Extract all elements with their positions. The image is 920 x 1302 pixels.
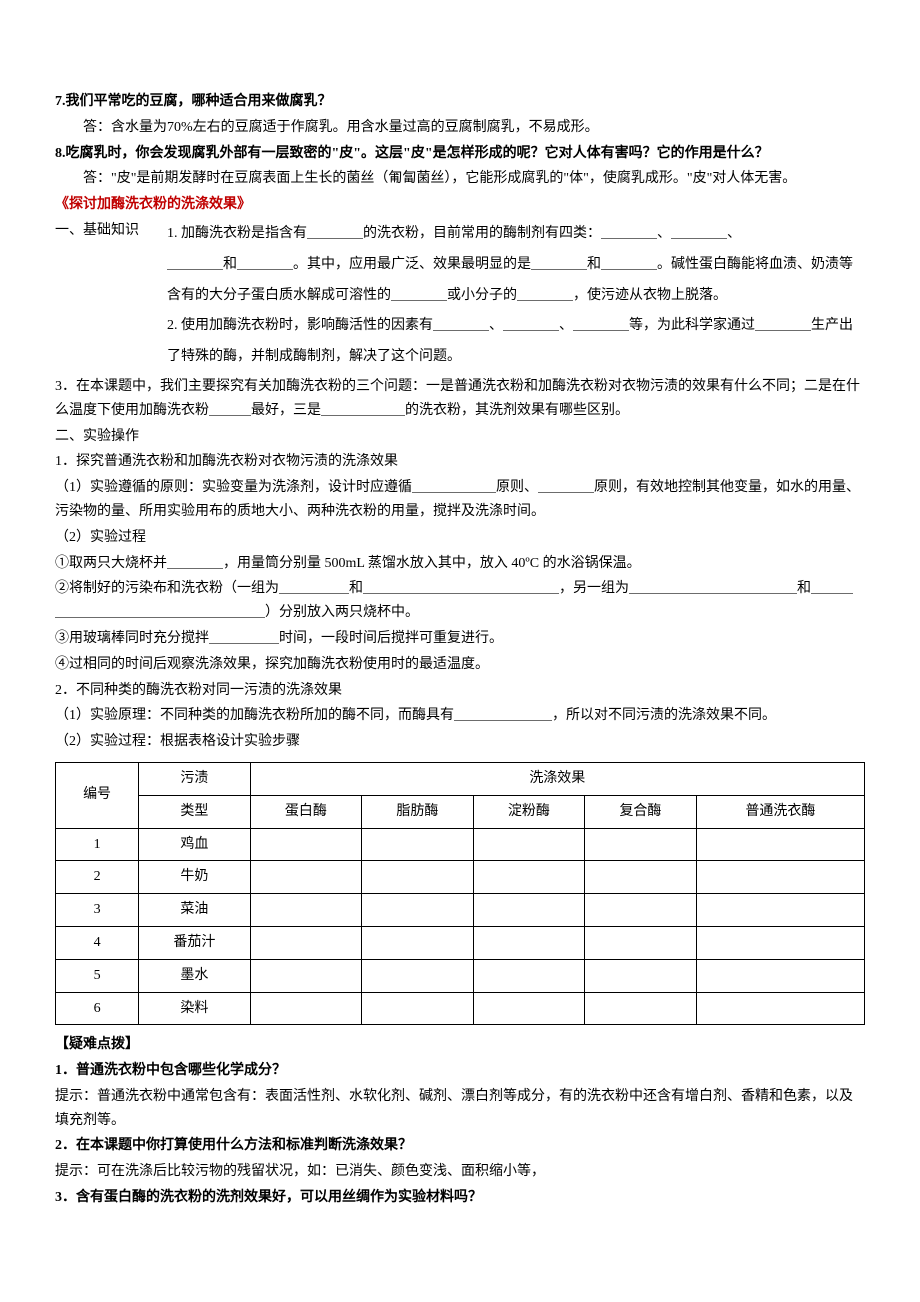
cell-empty: [362, 861, 474, 894]
tips-q2: 2．在本课题中你打算使用什么方法和标准判断洗涤效果？: [55, 1134, 865, 1158]
cell-empty: [585, 861, 697, 894]
tips-a2: 提示：可在洗涤后比较污物的残留状况，如：已消失、颜色变浅、面积缩小等，: [55, 1160, 865, 1184]
s1-p1b: ＿＿＿＿和＿＿＿＿。其中，应用最广泛、效果最明显的是＿＿＿＿和＿＿＿＿。碱性蛋白…: [167, 257, 853, 303]
q8-prompt: 8.吃腐乳时，你会发现腐乳外部有一层致密的"皮"。这层"皮"是怎样形成的呢？它对…: [55, 142, 865, 166]
th-col-0: 蛋白酶: [250, 795, 362, 828]
cell-id: 4: [56, 926, 139, 959]
table-row: 5 墨水: [56, 959, 865, 992]
th-id: 编号: [56, 762, 139, 828]
cell-id: 5: [56, 959, 139, 992]
cell-empty: [250, 959, 362, 992]
cell-empty: [473, 861, 585, 894]
cell-empty: [473, 828, 585, 861]
cell-empty: [362, 828, 474, 861]
s2-t1: 1．探究普通洗衣粉和加酶洗衣粉对衣物污渍的洗涤效果: [55, 450, 865, 474]
cell-empty: [362, 992, 474, 1025]
cell-empty: [250, 861, 362, 894]
cell-empty: [585, 894, 697, 927]
cell-type: 牛奶: [139, 861, 251, 894]
cell-empty: [473, 926, 585, 959]
cell-id: 3: [56, 894, 139, 927]
cell-empty: [473, 992, 585, 1025]
s1-p2: 2. 使用加酶洗衣粉时，影响酶活性的因素有＿＿＿＿、＿＿＿＿、＿＿＿＿等，为此科…: [167, 318, 853, 364]
cell-empty: [696, 828, 864, 861]
tips-q3: 3．含有蛋白酶的洗衣粉的洗剂效果好，可以用丝绸作为实验材料吗？: [55, 1186, 865, 1210]
table-row: 3 菜油: [56, 894, 865, 927]
th-col-3: 复合酶: [585, 795, 697, 828]
section-1: 一、基础知识 1. 加酶洗衣粉是指含有＿＿＿＿的洗衣粉，目前常用的酶制剂有四类：…: [55, 219, 865, 373]
th-col-4: 普通洗衣酶: [696, 795, 864, 828]
cell-id: 1: [56, 828, 139, 861]
s2-p2: （2）实验过程: [55, 526, 865, 550]
cell-type: 鸡血: [139, 828, 251, 861]
cell-empty: [585, 926, 697, 959]
cell-empty: [696, 894, 864, 927]
cell-type: 染料: [139, 992, 251, 1025]
s2-step2: ②将制好的污染布和洗衣粉（一组为＿＿＿＿＿和＿＿＿＿＿＿＿＿＿＿＿＿＿＿，另一组…: [55, 577, 865, 625]
th-stain: 污渍: [139, 762, 251, 795]
table-row: 6 染料: [56, 992, 865, 1025]
cell-type: 墨水: [139, 959, 251, 992]
th-effect: 洗涤效果: [250, 762, 864, 795]
cell-type: 番茄汁: [139, 926, 251, 959]
cell-empty: [362, 894, 474, 927]
th-col-1: 脂肪酶: [362, 795, 474, 828]
cell-id: 2: [56, 861, 139, 894]
q8-answer: 答："皮"是前期发酵时在豆腐表面上生长的菌丝（匍匐菌丝），它能形成腐乳的"体"，…: [55, 167, 865, 191]
cell-empty: [250, 992, 362, 1025]
tips-a1: 提示：普通洗衣粉中通常包含有：表面活性剂、水软化剂、碱剂、漂白剂等成分，有的洗衣…: [55, 1085, 865, 1133]
cell-empty: [585, 959, 697, 992]
s1-p1a: 1. 加酶洗衣粉是指含有＿＿＿＿的洗衣粉，目前常用的酶制剂有四类：＿＿＿＿、＿＿…: [167, 226, 741, 241]
cell-id: 6: [56, 992, 139, 1025]
s2-t2: 2．不同种类的酶洗衣粉对同一污渍的洗涤效果: [55, 679, 865, 703]
cell-empty: [585, 992, 697, 1025]
table-header-row-1: 编号 污渍 洗涤效果: [56, 762, 865, 795]
topic-title: 《探讨加酶洗衣粉的洗涤效果》: [55, 193, 865, 217]
table-row: 1 鸡血: [56, 828, 865, 861]
table-header-row-2: 类型 蛋白酶 脂肪酶 淀粉酶 复合酶 普通洗衣酶: [56, 795, 865, 828]
q7-answer: 答：含水量为70%左右的豆腐适于作腐乳。用含水量过高的豆腐制腐乳，不易成形。: [55, 116, 865, 140]
cell-empty: [250, 828, 362, 861]
tips-head: 【疑难点拨】: [55, 1033, 865, 1057]
cell-empty: [696, 959, 864, 992]
cell-empty: [473, 959, 585, 992]
th-type: 类型: [139, 795, 251, 828]
cell-empty: [362, 926, 474, 959]
s2-p3: （1）实验原理：不同种类的加酶洗衣粉所加的酶不同，而酶具有＿＿＿＿＿＿＿，所以对…: [55, 704, 865, 728]
cell-empty: [696, 861, 864, 894]
cell-empty: [362, 959, 474, 992]
tips-q1: 1．普通洗衣粉中包含哪些化学成分？: [55, 1059, 865, 1083]
cell-empty: [250, 926, 362, 959]
s2-step1: ①取两只大烧杯并＿＿＿＿，用量筒分别量 500mL 蒸馏水放入其中，放入 40º…: [55, 552, 865, 576]
th-col-2: 淀粉酶: [473, 795, 585, 828]
experiment-table: 编号 污渍 洗涤效果 类型 蛋白酶 脂肪酶 淀粉酶 复合酶 普通洗衣酶 1 鸡血…: [55, 762, 865, 1025]
cell-empty: [250, 894, 362, 927]
section-1-body: 1. 加酶洗衣粉是指含有＿＿＿＿的洗衣粉，目前常用的酶制剂有四类：＿＿＿＿、＿＿…: [139, 219, 865, 373]
s2-p1: （1）实验遵循的原则：实验变量为洗涤剂，设计时应遵循＿＿＿＿＿＿原则、＿＿＿＿原…: [55, 476, 865, 524]
section-1-head: 一、基础知识: [55, 219, 139, 373]
cell-empty: [473, 894, 585, 927]
table-row: 2 牛奶: [56, 861, 865, 894]
cell-type: 菜油: [139, 894, 251, 927]
cell-empty: [696, 926, 864, 959]
cell-empty: [585, 828, 697, 861]
s2-step4: ④过相同的时间后观察洗涤效果，探究加酶洗衣粉使用时的最适温度。: [55, 653, 865, 677]
table-row: 4 番茄汁: [56, 926, 865, 959]
section-2-head: 二、实验操作: [55, 425, 865, 449]
cell-empty: [696, 992, 864, 1025]
s1-p3: 3．在本课题中，我们主要探究有关加酶洗衣粉的三个问题：一是普通洗衣粉和加酶洗衣粉…: [55, 375, 865, 423]
q7-prompt: 7.我们平常吃的豆腐，哪种适合用来做腐乳？: [55, 90, 865, 114]
s2-step3: ③用玻璃棒同时充分搅拌＿＿＿＿＿时间，一段时间后搅拌可重复进行。: [55, 627, 865, 651]
s2-p4: （2）实验过程：根据表格设计实验步骤: [55, 730, 865, 754]
